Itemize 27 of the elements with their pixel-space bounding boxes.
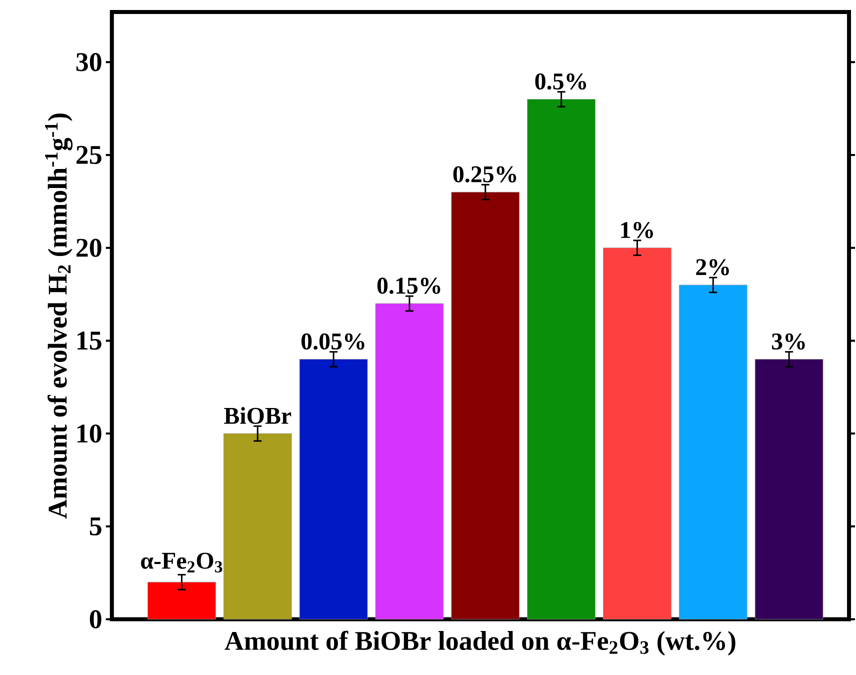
x-tick-label: 0.15% [377, 278, 440, 294]
y-tick-label: 25 [76, 146, 102, 164]
bar [375, 303, 444, 620]
x-tick-label: 0.25% [453, 166, 516, 182]
x-tick-label: 2% [696, 258, 729, 276]
x-tick-label: 0.5% [535, 73, 586, 90]
y-tick-label: 0 [90, 610, 102, 628]
x-tick-label: α-Fe$_{2}$O$_{3}$ [141, 552, 222, 572]
y-tick-label: 10 [78, 424, 102, 443]
x-tick-label: 1% [621, 222, 653, 238]
y-tick-label: 15 [78, 332, 102, 350]
bar [223, 433, 292, 620]
x-tick-label: BiOBr [224, 406, 292, 424]
y-tick-label: 5 [90, 517, 102, 536]
y-tick-label: 30 [76, 52, 102, 72]
bar [527, 98, 596, 620]
bar [299, 358, 368, 620]
bar [148, 582, 216, 620]
bar [451, 192, 520, 620]
x-tick-label: 3% [772, 333, 805, 350]
y-axis-title: Amount of evolved H$_{2}$ (mmolh$^{-1}$g$^{-1}$) [45, 113, 73, 518]
x-tick-label: 0.05% [301, 333, 364, 350]
bar [603, 248, 672, 620]
bar [754, 358, 824, 620]
y-tick-label: 20 [76, 238, 102, 257]
x-axis-title: Amount of BiOBr loaded on α-Fe$_{2}$O$_{3}$ (wt.%) [224, 630, 736, 656]
bar [678, 284, 748, 620]
